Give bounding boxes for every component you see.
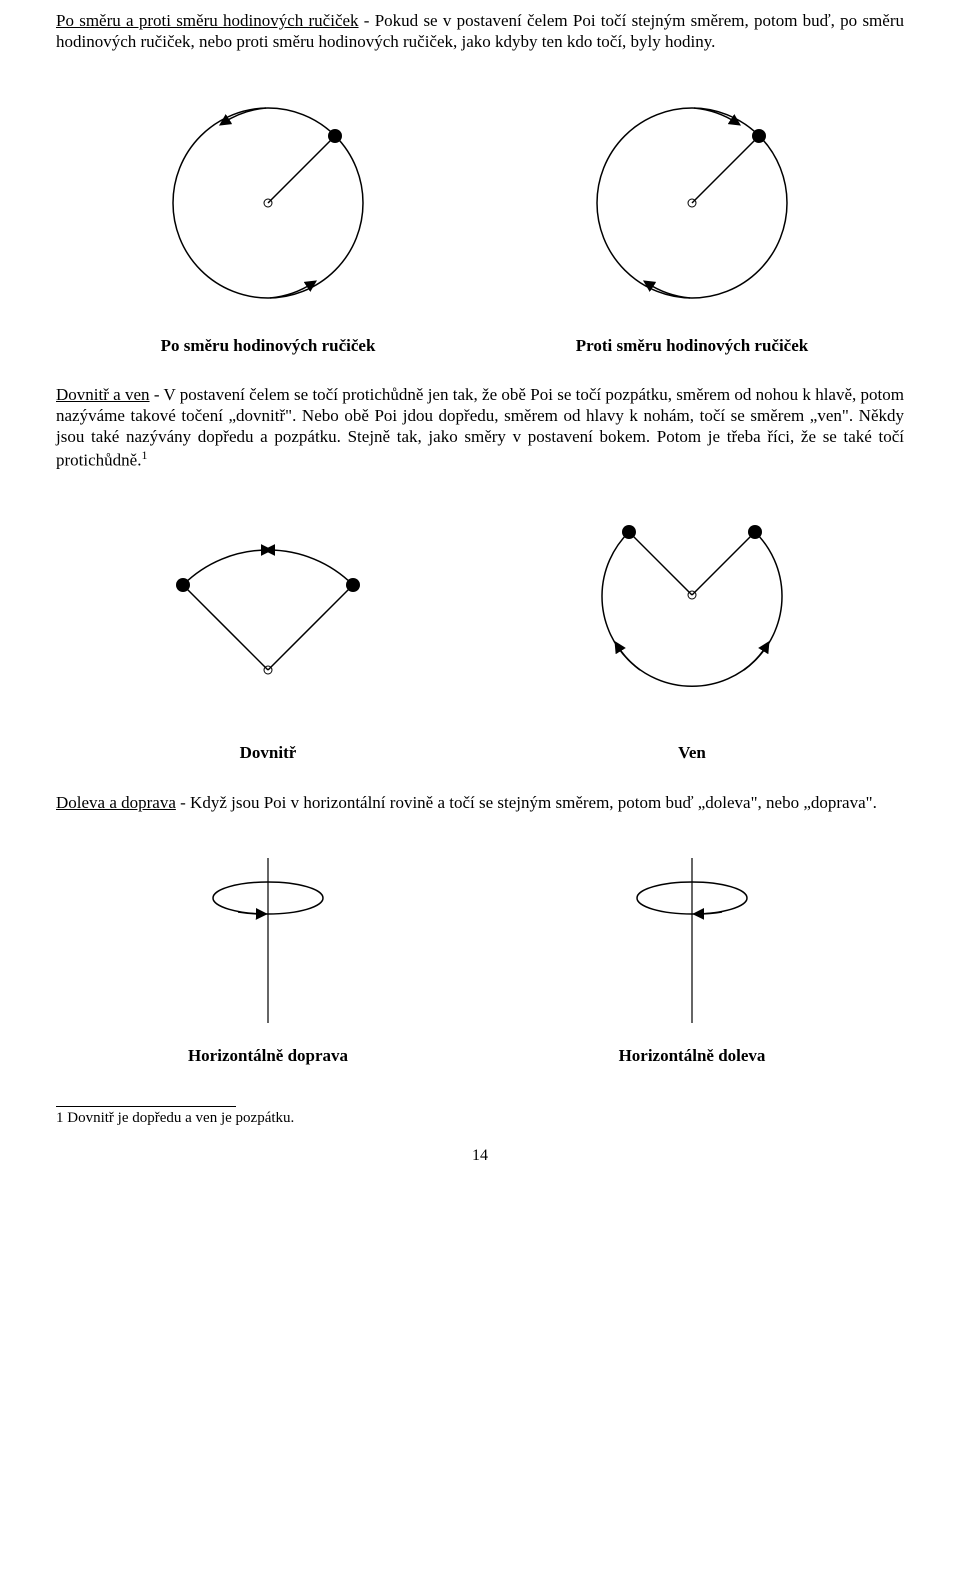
caption-clockwise: Po směru hodinových ručiček [56, 335, 480, 356]
figure-row-horizontal [56, 843, 904, 1033]
paragraph-in-out: Dovnitř a ven - V postavení čelem se toč… [56, 384, 904, 471]
caption-inward: Dovnitř [56, 742, 480, 763]
figure-inward [138, 500, 398, 730]
figure-clockwise [148, 83, 388, 323]
para2-rest: - V postavení čelem se točí protichůdně … [56, 385, 904, 469]
figure-row-clock [56, 83, 904, 323]
footnote-text: 1 Dovnitř je dopředu a ven je pozpátku. [56, 1109, 904, 1128]
caption-outward: Ven [480, 742, 904, 763]
caption-row-horizontal: Horizontálně doprava Horizontálně doleva [56, 1045, 904, 1066]
caption-horizontal-left: Horizontálně doleva [480, 1045, 904, 1066]
term-in-out: Dovnitř a ven [56, 385, 150, 404]
caption-row-clock: Po směru hodinových ručiček Proti směru … [56, 335, 904, 356]
figure-outward [562, 500, 822, 730]
figure-row-inout [56, 500, 904, 730]
figure-horizontal-left [592, 843, 792, 1033]
caption-horizontal-right: Horizontálně doprava [56, 1045, 480, 1066]
page-number: 14 [56, 1146, 904, 1166]
term-left-right: Doleva a doprava [56, 793, 176, 812]
figure-horizontal-right [168, 843, 368, 1033]
footnote-ref: 1 [141, 448, 147, 462]
caption-counterclockwise: Proti směru hodinových ručiček [480, 335, 904, 356]
footnote-separator [56, 1106, 236, 1107]
para3-rest: - Když jsou Poi v horizontální rovině a … [176, 793, 877, 812]
paragraph-clock-direction: Po směru a proti směru hodinových ručiče… [56, 10, 904, 53]
figure-counterclockwise [572, 83, 812, 323]
paragraph-left-right: Doleva a doprava - Když jsou Poi v horiz… [56, 792, 904, 813]
term-clock: Po směru a proti směru hodinových ručiče… [56, 11, 359, 30]
caption-row-inout: Dovnitř Ven [56, 742, 904, 763]
